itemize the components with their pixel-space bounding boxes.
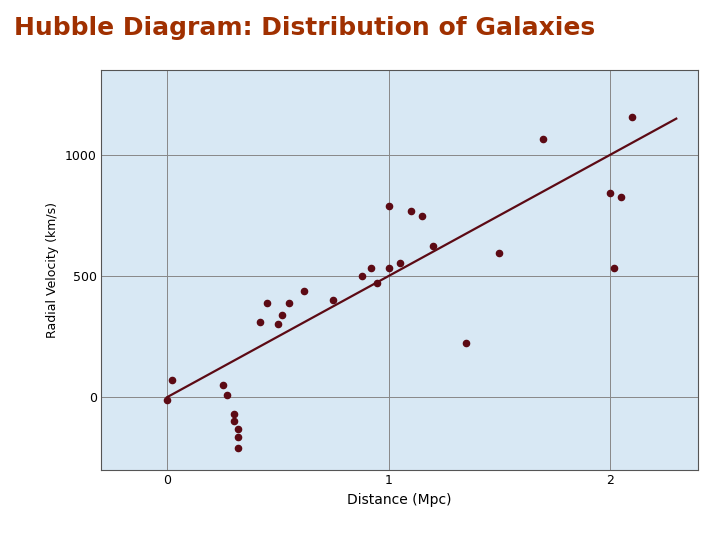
Point <box>383 201 395 210</box>
Point <box>365 264 377 272</box>
Point <box>328 296 339 305</box>
Point <box>372 279 383 288</box>
Point <box>493 249 505 258</box>
Point <box>261 299 273 307</box>
Y-axis label: Radial Velocity (km/s): Radial Velocity (km/s) <box>46 202 59 338</box>
Point <box>538 135 549 144</box>
Point <box>233 424 244 433</box>
Point <box>233 433 244 441</box>
Point <box>233 444 244 453</box>
Point <box>405 206 416 215</box>
Point <box>615 193 626 201</box>
Point <box>166 376 177 384</box>
Point <box>356 272 368 280</box>
Point <box>228 410 239 418</box>
Point <box>427 241 438 250</box>
Point <box>626 113 638 122</box>
Point <box>217 381 228 389</box>
Point <box>416 211 428 220</box>
Point <box>161 395 173 404</box>
Point <box>254 318 266 326</box>
Point <box>272 320 284 329</box>
Point <box>276 310 288 319</box>
Point <box>299 286 310 295</box>
Point <box>394 259 405 267</box>
Point <box>221 390 233 399</box>
Point <box>228 417 239 426</box>
Point <box>608 264 620 272</box>
Point <box>283 299 294 307</box>
X-axis label: Distance (Mpc): Distance (Mpc) <box>347 492 452 507</box>
Point <box>383 264 395 272</box>
Point <box>604 188 616 197</box>
Point <box>460 339 472 347</box>
Text: Hubble Diagram: Distribution of Galaxies: Hubble Diagram: Distribution of Galaxies <box>14 16 595 40</box>
